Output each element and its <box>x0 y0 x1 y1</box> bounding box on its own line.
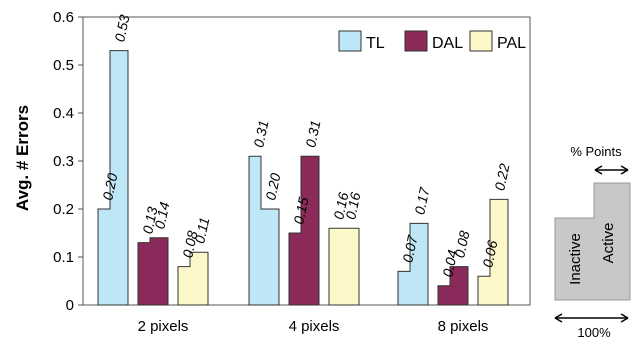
y-tick-label: 0.6 <box>53 9 74 26</box>
chart-data-labels: 0.200.530.130.140.080.110.310.200.150.31… <box>99 13 512 278</box>
y-tick-label: 0.2 <box>53 201 74 218</box>
top-double-arrow <box>594 165 629 175</box>
y-tick-label: 0.4 <box>53 105 74 122</box>
data-label-inactive: 0.31 <box>250 119 271 149</box>
legend-swatch-dal <box>404 30 428 52</box>
data-label-inactive: 0.06 <box>479 239 500 269</box>
data-label-inactive: 0.07 <box>399 233 421 264</box>
bar-tl-3 <box>397 222 429 306</box>
data-label-active: 0.31 <box>302 119 323 149</box>
data-label-active: 0.08 <box>451 229 472 259</box>
legend-label-pal: PAL <box>497 35 526 52</box>
annotation-shape <box>554 182 631 301</box>
data-label-inactive: 0.20 <box>99 171 120 201</box>
annotation-top-label: % Points <box>570 144 622 159</box>
legend-swatch-tl <box>338 30 362 52</box>
y-tick-label: 0.5 <box>53 57 74 74</box>
data-label-active: 0.11 <box>191 216 212 245</box>
chart-legend: TL DAL PAL <box>338 30 526 52</box>
x-category-label: 2 pixels <box>138 318 189 335</box>
data-label-inactive: 0.15 <box>290 195 311 225</box>
data-label-inactive: 0.04 <box>439 248 460 278</box>
x-category-label: 4 pixels <box>289 318 340 335</box>
bar-dal-1 <box>137 237 169 306</box>
chart-bars <box>97 50 509 306</box>
y-axis-label: Avg. # Errors <box>13 105 32 211</box>
legend-label-tl: TL <box>366 35 385 52</box>
bar-pal-2 <box>328 227 360 306</box>
bar-dal-3 <box>437 266 469 306</box>
annotation-bottom-label: 100% <box>577 325 611 340</box>
legend-label-dal: DAL <box>432 35 463 52</box>
data-label-active: 0.17 <box>411 185 433 216</box>
data-label-active: 0.14 <box>151 200 172 230</box>
annotation-active-label: Active <box>600 223 617 264</box>
data-label-active: 0.16 <box>342 191 363 221</box>
data-label-active: 0.20 <box>262 171 283 201</box>
active-inactive-annotation: % Points Inactive Active 100% <box>554 144 631 340</box>
data-label-inactive: 0.16 <box>330 191 351 221</box>
bar-pal-1 <box>177 251 209 306</box>
y-tick-label: 0 <box>66 297 74 314</box>
annotation-inactive-label: Inactive <box>567 233 584 285</box>
bar-tl-2 <box>248 155 280 306</box>
data-label-active: 0.22 <box>491 162 512 192</box>
data-label-active: 0.53 <box>111 13 132 43</box>
data-label-inactive: 0.08 <box>179 229 200 259</box>
bar-dal-2 <box>288 155 320 306</box>
y-tick-label: 0.1 <box>53 249 74 266</box>
bottom-double-arrow <box>554 313 629 323</box>
bar-tl-1 <box>97 50 129 306</box>
data-label-inactive: 0.13 <box>139 205 160 235</box>
legend-swatch-pal <box>469 30 493 52</box>
x-category-label: 8 pixels <box>438 318 489 335</box>
bar-pal-3 <box>477 198 509 306</box>
chart-axes: 0 0.1 0.2 0.3 0.4 0.5 0.6 2 pixels 4 pixels 8 pix… <box>53 9 531 335</box>
y-tick-label: 0.3 <box>53 153 74 170</box>
